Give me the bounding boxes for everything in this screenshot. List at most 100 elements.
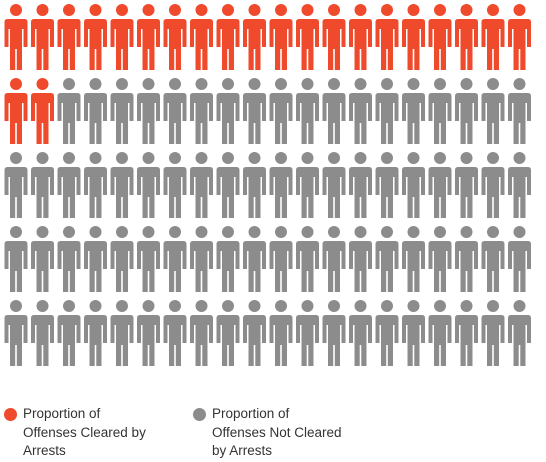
person-head: [513, 4, 526, 16]
person-icon: [4, 4, 28, 70]
person-icon: [349, 152, 372, 218]
person-body: [137, 93, 160, 144]
person-head: [301, 300, 314, 312]
person-head: [434, 152, 446, 164]
person-body: [349, 167, 372, 218]
person-body: [349, 93, 372, 144]
person-head: [434, 4, 446, 16]
person-body: [322, 93, 346, 144]
person-body: [322, 167, 346, 218]
person-head: [195, 152, 208, 164]
person-icon: [269, 4, 293, 70]
person-head: [142, 78, 155, 90]
person-head: [116, 4, 128, 16]
person-body: [84, 167, 107, 218]
person-icon: [269, 152, 293, 218]
person-head: [36, 226, 49, 238]
person-body: [137, 19, 160, 70]
person-head: [407, 300, 420, 312]
person-body: [322, 315, 346, 366]
person-body: [31, 93, 54, 144]
person-icon: [269, 78, 293, 144]
person-head: [63, 226, 75, 238]
person-head: [222, 226, 234, 238]
person-icon: [216, 4, 240, 70]
person-head: [169, 226, 181, 238]
person-icon: [163, 300, 187, 366]
person-icon: [402, 78, 425, 144]
person-icon: [508, 78, 531, 144]
person-head: [407, 4, 420, 16]
person-body: [428, 167, 452, 218]
person-head: [63, 300, 75, 312]
person-head: [195, 78, 208, 90]
person-icon: [110, 4, 134, 70]
person-icon: [84, 300, 107, 366]
person-head: [513, 78, 526, 90]
person-head: [460, 226, 473, 238]
person-icon: [428, 152, 452, 218]
legend-label-cleared: Proportion of Offenses Cleared by Arrest…: [23, 406, 146, 458]
person-body: [84, 19, 107, 70]
person-head: [195, 4, 208, 16]
person-body: [296, 19, 319, 70]
person-head: [195, 300, 208, 312]
person-icon: [190, 300, 213, 366]
person-head: [434, 78, 446, 90]
person-body: [4, 241, 28, 292]
person-head: [354, 78, 367, 90]
person-head: [381, 78, 393, 90]
person-body: [190, 167, 213, 218]
person-body: [296, 315, 319, 366]
person-head: [248, 78, 261, 90]
person-head: [10, 152, 22, 164]
person-icon: [163, 152, 187, 218]
pictograph-svg: [4, 4, 531, 366]
person-icon: [110, 152, 134, 218]
person-icon: [190, 78, 213, 144]
person-icon: [110, 300, 134, 366]
person-icon: [455, 4, 478, 70]
person-icon: [375, 300, 399, 366]
person-icon: [375, 4, 399, 70]
person-head: [381, 152, 393, 164]
person-icon: [243, 4, 266, 70]
person-icon: [455, 226, 478, 292]
person-body: [4, 167, 28, 218]
person-head: [169, 4, 181, 16]
person-body: [110, 241, 134, 292]
person-head: [63, 4, 75, 16]
person-body: [31, 167, 54, 218]
person-body: [57, 241, 81, 292]
person-body: [163, 19, 187, 70]
person-icon: [137, 300, 160, 366]
person-body: [57, 167, 81, 218]
person-head: [487, 78, 499, 90]
person-icon: [31, 4, 54, 70]
person-icon: [137, 152, 160, 218]
person-head: [36, 152, 49, 164]
person-head: [142, 226, 155, 238]
person-head: [407, 152, 420, 164]
person-icon: [4, 78, 28, 144]
person-body: [481, 19, 505, 70]
person-icon: [216, 152, 240, 218]
person-icon: [243, 300, 266, 366]
person-body: [455, 315, 478, 366]
person-head: [301, 78, 314, 90]
legend-dot-not-cleared-icon: [193, 408, 206, 421]
person-icon: [57, 226, 81, 292]
person-body: [402, 19, 425, 70]
person-icon: [163, 78, 187, 144]
pictograph-chart: [4, 4, 531, 366]
person-body: [508, 93, 531, 144]
person-head: [222, 78, 234, 90]
person-body: [428, 93, 452, 144]
person-body: [243, 241, 266, 292]
person-icon: [4, 226, 28, 292]
person-head: [142, 4, 155, 16]
person-icon: [296, 152, 319, 218]
person-icon: [190, 226, 213, 292]
person-body: [243, 19, 266, 70]
person-body: [190, 315, 213, 366]
